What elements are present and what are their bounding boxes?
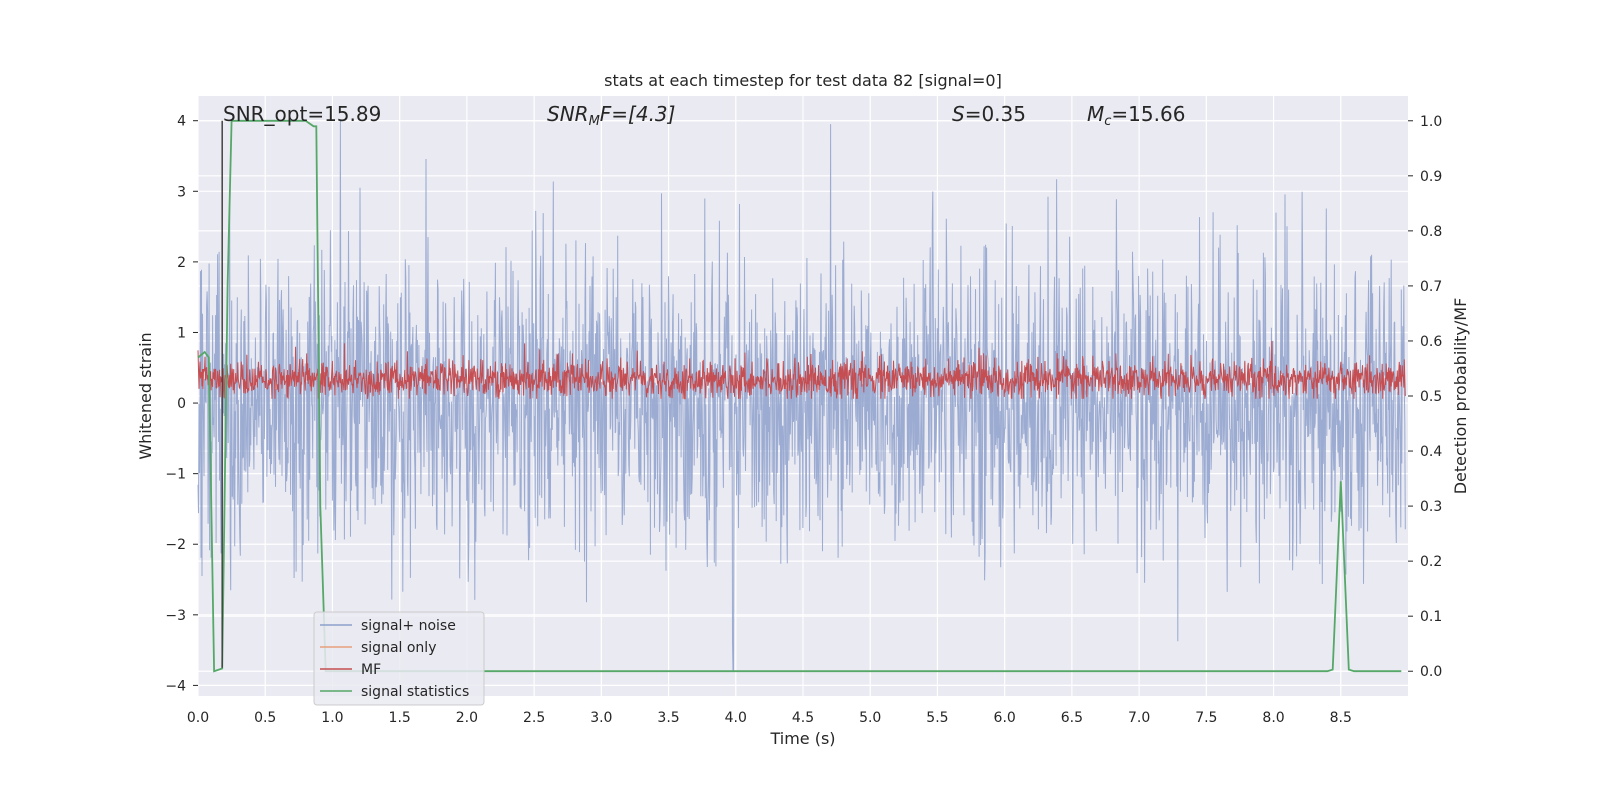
legend-box bbox=[313, 611, 485, 706]
x-tick-label: 0.5 bbox=[254, 710, 276, 726]
series-line-signal-noise bbox=[197, 120, 1406, 672]
annotation-snr-mf: SNRMF=[4.3] bbox=[547, 102, 675, 129]
y-tick-label-left: 4 bbox=[177, 114, 186, 130]
x-tick-label: 3.5 bbox=[657, 710, 679, 726]
annotation-snr-mf-main: SNR bbox=[547, 102, 589, 126]
y-tick-label-right: 0.2 bbox=[1420, 554, 1442, 570]
annotation-s-main: S bbox=[952, 102, 965, 126]
chart-title: stats at each timestep for test data 82 … bbox=[604, 71, 1002, 90]
y-tick-label-left: −4 bbox=[165, 678, 186, 694]
y-ticks-right: 0.0 0.1 0.2 0.3 0.4 0.5 0.6 0.7 0.8 0.9 1.0 bbox=[1408, 114, 1442, 680]
legend: signal+ noise signal only MF signal stat… bbox=[313, 611, 485, 706]
y-tick-label-right: 0.3 bbox=[1420, 499, 1442, 515]
y-tick-label-right: 0.6 bbox=[1420, 334, 1442, 350]
annotation-snr-opt: SNR_opt=15.89 bbox=[223, 102, 381, 126]
annotation-snr-mf-sub: M bbox=[589, 114, 600, 129]
y-tick-label-right: 0.0 bbox=[1420, 664, 1442, 680]
y-tick-label-right: 0.9 bbox=[1420, 169, 1442, 185]
y-tick-label-right: 0.8 bbox=[1420, 224, 1442, 240]
x-ticks: 0.0 0.5 1.0 1.5 2.0 2.5 3.0 3.5 4.0 4.5 5.0 5.5 6.0 6… bbox=[187, 710, 1352, 726]
y-axis-label-left: Whitened strain bbox=[136, 332, 155, 459]
annotation-mc-main: M bbox=[1087, 102, 1104, 126]
x-tick-label: 4.5 bbox=[792, 710, 814, 726]
y-tick-label-right: 1.0 bbox=[1420, 114, 1442, 130]
y-axis-label-right: Detection probability/MF bbox=[1451, 298, 1470, 495]
annotation-s: S=0.35 bbox=[952, 102, 1026, 126]
y-tick-label-left: −3 bbox=[165, 608, 186, 624]
x-tick-label: 8.0 bbox=[1262, 710, 1284, 726]
annotation-mc: Mc=15.66 bbox=[1087, 102, 1185, 129]
legend-label-signal-statistics: signal statistics bbox=[361, 684, 469, 700]
x-tick-label: 8.5 bbox=[1330, 710, 1352, 726]
y-tick-label-left: −1 bbox=[165, 467, 186, 483]
y-tick-label-left: 2 bbox=[177, 255, 186, 271]
y-tick-label-right: 0.5 bbox=[1420, 389, 1442, 405]
y-tick-label-left: 0 bbox=[177, 396, 186, 412]
annotation-snr-mf-rest: F=[4.3] bbox=[600, 102, 676, 126]
legend-label-signal-only: signal only bbox=[361, 640, 436, 656]
annotation-mc-rest: =15.66 bbox=[1111, 102, 1185, 126]
x-tick-label: 0.0 bbox=[187, 710, 209, 726]
y-ticks-left: −4 −3 −2 −1 0 1 2 3 4 bbox=[165, 114, 198, 694]
x-tick-label: 5.5 bbox=[926, 710, 948, 726]
annotation-s-rest: =0.35 bbox=[965, 102, 1026, 126]
y-tick-label-left: −2 bbox=[165, 537, 186, 553]
y-tick-label-right: 0.7 bbox=[1420, 279, 1442, 295]
y-tick-label-left: 1 bbox=[177, 325, 186, 341]
y-tick-label-right: 0.4 bbox=[1420, 444, 1442, 460]
x-axis-label: Time (s) bbox=[769, 729, 835, 748]
x-tick-label: 2.0 bbox=[456, 710, 478, 726]
legend-label-mf: MF bbox=[361, 662, 381, 678]
series-line-mf bbox=[197, 340, 1406, 400]
x-tick-label: 6.0 bbox=[994, 710, 1016, 726]
x-tick-label: 1.0 bbox=[321, 710, 343, 726]
x-tick-label: 1.5 bbox=[389, 710, 411, 726]
y-tick-label-left: 3 bbox=[177, 184, 186, 200]
legend-label-signal-noise: signal+ noise bbox=[361, 618, 456, 634]
annotation-mc-sub: c bbox=[1104, 114, 1111, 129]
x-tick-label: 5.0 bbox=[859, 710, 881, 726]
x-tick-label: 6.5 bbox=[1061, 710, 1083, 726]
y-tick-label-right: 0.1 bbox=[1420, 609, 1442, 625]
x-tick-label: 3.0 bbox=[590, 710, 612, 726]
x-tick-label: 7.5 bbox=[1195, 710, 1217, 726]
x-tick-label: 7.0 bbox=[1128, 710, 1150, 726]
x-tick-label: 2.5 bbox=[523, 710, 545, 726]
x-tick-label: 4.0 bbox=[725, 710, 747, 726]
